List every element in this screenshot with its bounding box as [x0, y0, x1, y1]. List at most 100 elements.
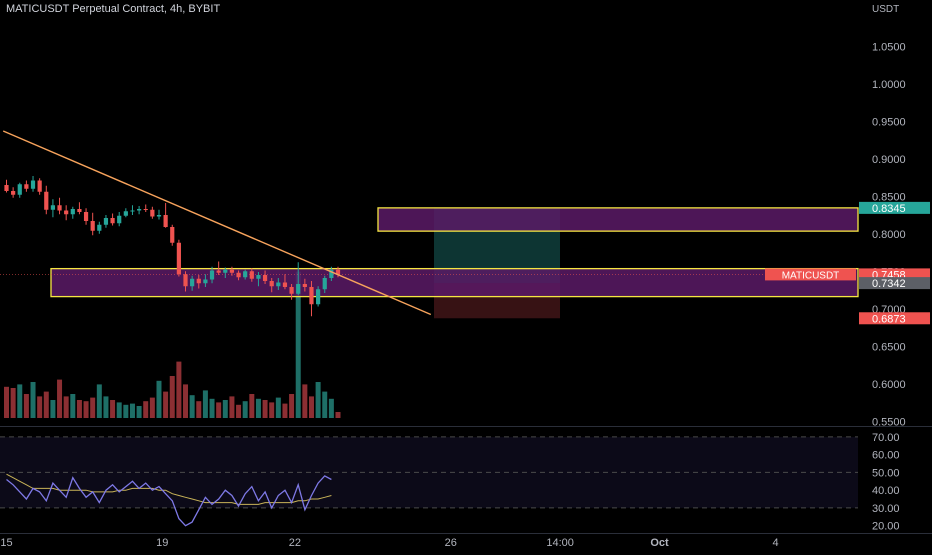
candle-body [223, 269, 228, 273]
volume-bar [202, 390, 208, 418]
candle-body [196, 278, 201, 284]
candle-body [316, 289, 321, 305]
y-axis-tick-label: 1.0500 [872, 41, 906, 53]
y-axis-tick-label: 0.9000 [872, 154, 906, 166]
supply-zone-0 [377, 207, 859, 232]
candle-body [176, 242, 181, 275]
candle-body [143, 209, 148, 210]
candle-body [117, 215, 122, 224]
price-label-0: 0.8345 [872, 203, 906, 215]
volume-bar [269, 402, 275, 418]
candle-body [37, 180, 42, 192]
candle-body [276, 282, 281, 287]
volume-bar [103, 396, 109, 418]
price-label-2: 0.7342 [872, 278, 906, 290]
volume-bar [110, 400, 116, 418]
volume-bar [222, 400, 228, 418]
y-axis-tick-label: 0.6000 [872, 379, 906, 391]
rsi-ma-line [6, 473, 332, 505]
candle-body [296, 284, 301, 294]
volume-bar [63, 396, 69, 418]
candle-body [110, 218, 115, 224]
volume-bar [242, 401, 248, 418]
rsi-axis-tick-label: 40.00 [872, 485, 900, 497]
candle-body [163, 215, 168, 227]
chart-title: MATICUSDT Perpetual Contract, 4h, BYBIT [6, 3, 221, 15]
candle-body [57, 205, 62, 211]
volume-bar [70, 394, 76, 418]
y-axis-tick-label: 0.8500 [872, 191, 906, 203]
volume-bar [57, 379, 63, 418]
x-axis-tick-label: 15 [0, 537, 12, 549]
candle-body [150, 209, 155, 217]
candle-body [249, 271, 254, 279]
rsi-axis-tick-label: 30.00 [872, 503, 900, 515]
volume-bar [43, 391, 49, 418]
rsi-axis-tick-label: 60.00 [872, 450, 900, 462]
y-axis-tick-label: 0.5500 [872, 416, 906, 428]
candle-body [170, 227, 175, 243]
candle-body [137, 209, 142, 211]
trendline [2, 130, 432, 316]
volume-bar [315, 382, 321, 418]
volume-bar [209, 398, 215, 418]
volume-bar [308, 396, 314, 418]
volume-bar [4, 386, 9, 418]
x-axis-tick-label: Oct [650, 537, 669, 549]
y-axis-tick-label: 0.8000 [872, 229, 906, 241]
candle-body [236, 272, 241, 278]
x-axis-tick-label: 19 [156, 537, 168, 549]
volume-bar [90, 397, 96, 418]
candle-body [282, 282, 288, 287]
volume-bar [275, 397, 281, 418]
volume-bar [96, 384, 102, 418]
candle-body [90, 221, 95, 231]
volume-bar [289, 394, 295, 418]
price-tag-label: MATICUSDT [782, 270, 840, 281]
volume-bar [17, 384, 23, 418]
price-label-box-0 [859, 201, 930, 214]
y-axis-currency: USDT [872, 4, 899, 15]
candle-body [309, 287, 314, 305]
candle-body [302, 284, 307, 287]
volume-bar [322, 391, 328, 418]
volume-bar [302, 384, 308, 418]
price-tag-box [765, 268, 856, 281]
y-axis-tick-label: 0.6500 [872, 341, 906, 353]
candle-body [24, 184, 29, 189]
volume-bar [236, 404, 242, 418]
volume-bar [116, 402, 122, 418]
candle-body [83, 212, 89, 221]
rsi-axis-tick-label: 50.00 [872, 467, 900, 479]
candle-body [229, 269, 235, 273]
candle-body [70, 209, 75, 215]
volume-bar [335, 412, 341, 418]
price-label-box-2 [859, 277, 930, 290]
candle-body [203, 279, 208, 284]
candle-body [183, 274, 188, 287]
volume-bar [196, 401, 202, 418]
candle-body [256, 275, 261, 279]
candle-body [103, 218, 109, 225]
candle-body [262, 275, 268, 281]
candle-body [209, 270, 215, 280]
volume-bar [50, 400, 56, 418]
rsi-line [6, 475, 332, 527]
candle-body [329, 269, 334, 278]
candle-body [123, 211, 128, 216]
rsi-axis-tick-label: 70.00 [872, 432, 900, 444]
y-axis-tick-label: 0.9500 [872, 116, 906, 128]
candle-body [322, 278, 327, 290]
volume-bar [149, 397, 155, 418]
volume-bar [123, 404, 129, 418]
volume-bar [328, 398, 334, 418]
volume-bar [30, 382, 36, 418]
volume-bar [83, 401, 89, 418]
supply-zone-1 [50, 267, 859, 298]
volume-bar [255, 398, 261, 418]
volume-bar [189, 395, 195, 418]
volume-bar [156, 380, 162, 418]
candle-body [44, 191, 49, 210]
